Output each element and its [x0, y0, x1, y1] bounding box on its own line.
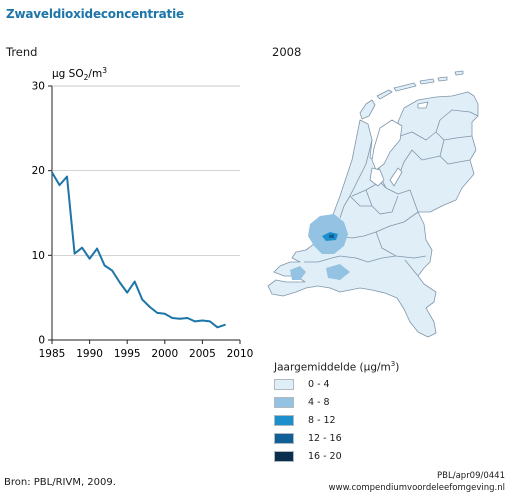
legend-label: 12 - 16 — [308, 433, 342, 444]
map-island-rottum — [454, 70, 464, 76]
series-line — [51, 171, 226, 329]
legend-title-suffix: ) — [395, 361, 400, 374]
map-veluwemeer — [389, 167, 403, 187]
data-point — [141, 298, 144, 301]
map-panel-title: 2008 — [272, 45, 302, 59]
x-tick-label: 1985 — [39, 348, 66, 360]
map-island-schiermonnikoog — [437, 76, 448, 82]
map-ijsselmeer — [371, 119, 403, 171]
legend-label: 16 - 20 — [308, 451, 342, 462]
y-axis-label-tail: /m — [88, 68, 102, 80]
legend-item: 16 - 20 — [274, 451, 399, 463]
legend-label: 8 - 12 — [308, 415, 336, 426]
y-tick-label: 10 — [32, 250, 45, 262]
credit-block: PBL/apr09/0441 www.compendiumvoordeleefo… — [329, 470, 505, 494]
data-point — [111, 269, 114, 272]
x-tick-label: 1990 — [76, 348, 103, 360]
y-axis-label-sub: 2 — [84, 73, 89, 82]
x-tick-label: 1995 — [114, 348, 141, 360]
data-point — [126, 291, 129, 294]
data-point — [58, 184, 61, 186]
map-island-ameland — [419, 78, 435, 85]
map-mainland — [267, 91, 479, 338]
map-legend: Jaargemiddelde (µg/m3) 0 - 4 4 - 8 8 - 12 1… — [274, 360, 399, 469]
legend-item: 8 - 12 — [274, 415, 399, 427]
map-island-vlieland — [376, 89, 393, 100]
map-zone-4-8-zeeland-west — [290, 266, 306, 280]
map-island-texel — [359, 99, 376, 120]
legend-title-sup: 3 — [390, 360, 396, 368]
page-title: Zwaveldioxideconcentratie — [6, 7, 184, 21]
legend-swatch — [274, 397, 294, 408]
data-point — [171, 317, 174, 319]
chart-marks — [51, 171, 226, 329]
data-point — [81, 246, 83, 249]
data-point — [103, 264, 106, 267]
y-axis-label-main: µg SO — [52, 68, 84, 80]
data-point — [133, 280, 136, 283]
map-inland-water — [417, 101, 429, 109]
legend-swatch — [274, 451, 294, 462]
data-point — [209, 320, 211, 323]
legend-item: 4 - 8 — [274, 397, 399, 409]
data-point — [163, 312, 166, 315]
y-tick-label: 0 — [38, 335, 45, 347]
map-zone-12-16 — [329, 234, 334, 238]
data-point — [96, 247, 99, 250]
map-markermeer — [369, 167, 385, 187]
data-point — [186, 317, 189, 319]
x-tick-label: 2005 — [189, 348, 216, 360]
y-tick-label: 20 — [32, 165, 45, 177]
x-tick-label: 2000 — [151, 348, 178, 360]
y-axis-label-sup: 3 — [102, 66, 107, 75]
data-point — [148, 306, 151, 308]
credit-code: PBL/apr09/0441 — [437, 471, 505, 481]
netherlands-map — [267, 70, 479, 338]
chart-axes: 0 10 20 30 1985 1990 1995 2000 2005 2010 — [32, 81, 254, 361]
legend-title: Jaargemiddelde (µg/m3) — [274, 360, 399, 374]
legend-swatch — [274, 433, 294, 444]
legend-title-prefix: Jaargemiddelde (µg/m — [274, 361, 391, 374]
map-island-terschelling — [393, 82, 417, 92]
y-axis-label: µg SO2/m3 — [52, 66, 107, 82]
x-tick-label: 2010 — [227, 348, 254, 360]
legend-label: 0 - 4 — [308, 379, 330, 390]
trend-panel-title: Trend — [6, 45, 38, 59]
data-point — [73, 252, 76, 255]
data-point — [201, 319, 204, 322]
data-point — [178, 317, 181, 320]
y-tick-label: 30 — [32, 81, 45, 93]
legend-label: 4 - 8 — [308, 397, 330, 408]
source-note: Bron: PBL/RIVM, 2009. — [4, 477, 116, 488]
map-zone-4-8-zeeland-east — [326, 264, 350, 280]
credit-url: www.compendiumvoordeleefomgeving.nl — [328, 483, 505, 493]
data-point — [88, 257, 91, 260]
data-point — [216, 326, 219, 329]
data-point — [156, 312, 159, 314]
legend-swatch — [274, 379, 294, 390]
data-point — [118, 281, 121, 284]
data-point — [224, 323, 226, 326]
legend-item: 12 - 16 — [274, 433, 399, 445]
data-point — [193, 320, 196, 323]
legend-item: 0 - 4 — [274, 379, 399, 391]
legend-swatch — [274, 415, 294, 426]
data-point — [51, 171, 53, 174]
data-point — [66, 175, 68, 178]
